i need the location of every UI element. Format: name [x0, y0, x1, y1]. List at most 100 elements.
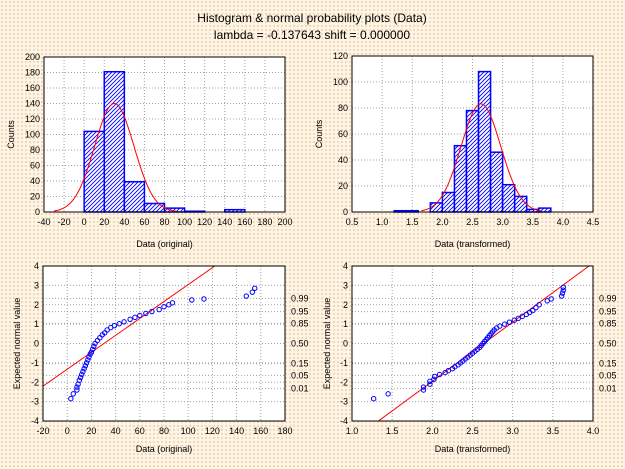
- histogram-bar: [429, 202, 444, 213]
- y-tick-label: 120: [333, 51, 348, 61]
- x-tick-label: 1.0: [346, 426, 359, 436]
- normal-probability-original-panel: -20 0 20 40 60 80 100 120 140 160 180 -4 -3 -2 -1 0 1 2 3 4…: [12, 261, 309, 454]
- x-tick-label: 2.5: [466, 426, 479, 436]
- histogram-transformed-panel: 0.5 1.0 1.5 2.0 2.5 3.0 3.5 4.0 4.5 0 20 40 60 80 100 1…: [314, 51, 599, 249]
- chart-title: Histogram & normal probability plots (Da…: [197, 11, 426, 25]
- x-tick-label: 180: [277, 426, 292, 436]
- y-tick-label: 80: [338, 103, 348, 113]
- data-point: [559, 290, 566, 296]
- y-tick-label: 0: [35, 207, 40, 217]
- y-tick-label: 120: [25, 114, 40, 124]
- x-tick-label: 4.0: [557, 217, 570, 227]
- plot-frame: [42, 265, 286, 422]
- y-tick-label: 40: [338, 155, 348, 165]
- reference-line: [43, 266, 216, 387]
- y-tick-label: 60: [338, 129, 348, 139]
- data-point: [436, 371, 443, 378]
- x-tick-label: 100: [177, 217, 192, 227]
- x-tick-label: 3.5: [547, 426, 560, 436]
- x-tick-label: 0: [82, 217, 87, 227]
- x-axis-label: Data (original): [136, 444, 193, 454]
- y-axis-label: Counts: [6, 120, 16, 149]
- x-tick-label: 40: [119, 217, 129, 227]
- y-tick-label: -3: [340, 397, 348, 407]
- x-tick-label: 80: [159, 217, 169, 227]
- data-point: [252, 285, 258, 291]
- data-point: [431, 376, 437, 383]
- x-tick-label: 2.0: [426, 426, 439, 436]
- probability-label: 0.01: [291, 384, 309, 394]
- y-axis-label: Expected normal value: [12, 298, 22, 390]
- histogram-bar: [123, 181, 146, 213]
- histogram-bar: [453, 144, 468, 213]
- data-point: [83, 360, 90, 366]
- data-point: [85, 357, 91, 363]
- data-point: [111, 322, 118, 329]
- data-point: [161, 303, 167, 310]
- y-tick-label: 20: [338, 181, 348, 191]
- data-point: [70, 391, 76, 397]
- y-tick-label: 4: [343, 261, 348, 271]
- data-point: [501, 321, 508, 327]
- y-tick-label: 2: [343, 300, 348, 310]
- y-tick-label: -3: [31, 397, 39, 407]
- x-tick-label: 4.5: [587, 217, 600, 227]
- probability-label: 0.99: [599, 293, 617, 303]
- probability-label: 0.95: [291, 307, 309, 317]
- y-tick-label: 100: [333, 77, 348, 87]
- x-tick-label: 1.5: [386, 426, 399, 436]
- y-tick-label: -2: [31, 377, 39, 387]
- x-tick-label: 20: [86, 426, 96, 436]
- x-tick-label: 0: [65, 426, 70, 436]
- histogram-bar: [538, 207, 552, 213]
- y-tick-label: 60: [30, 161, 40, 171]
- x-tick-label: 160: [237, 217, 252, 227]
- x-tick-label: 120: [205, 426, 220, 436]
- y-tick-label: 0: [343, 339, 348, 349]
- data-point: [143, 310, 149, 317]
- data-point: [533, 304, 539, 311]
- data-point: [68, 396, 74, 402]
- histogram-bar: [465, 109, 480, 213]
- probability-label: 0.95: [599, 307, 617, 317]
- data-point: [116, 321, 122, 327]
- probability-label: 0.15: [291, 359, 309, 369]
- data-point: [370, 396, 377, 402]
- y-tick-label: 100: [25, 130, 40, 140]
- data-point: [80, 368, 86, 375]
- data-point: [104, 327, 110, 333]
- y-tick-label: 0: [34, 339, 39, 349]
- y-tick-label: 1: [34, 319, 39, 329]
- probability-label: 0.50: [291, 339, 309, 349]
- y-tick-label: -1: [31, 358, 39, 368]
- x-tick-label: -20: [58, 217, 71, 227]
- data-point: [149, 308, 155, 315]
- data-point: [243, 293, 249, 299]
- data-point: [189, 297, 195, 303]
- histogram-bar: [103, 70, 126, 213]
- data-point: [89, 346, 96, 353]
- x-tick-label: 140: [217, 217, 232, 227]
- data-point: [249, 289, 256, 295]
- y-tick-label: -1: [340, 358, 348, 368]
- data-point: [137, 312, 143, 319]
- x-tick-label: 200: [277, 217, 292, 227]
- data-point: [79, 371, 85, 378]
- data-point: [156, 306, 162, 313]
- histogram-bar: [477, 70, 492, 213]
- histogram-bar: [83, 130, 105, 213]
- y-tick-label: 160: [25, 83, 40, 93]
- x-tick-label: 100: [181, 426, 196, 436]
- x-tick-label: 3.5: [526, 217, 539, 227]
- plot-frame: [351, 265, 594, 422]
- y-tick-label: 4: [34, 261, 39, 271]
- data-point: [132, 314, 138, 321]
- data-point: [82, 363, 89, 369]
- data-point: [77, 374, 84, 381]
- probability-label: 0.15: [599, 359, 617, 369]
- x-tick-label: 160: [253, 426, 268, 436]
- histogram-bar: [489, 151, 504, 213]
- y-tick-label: 2: [34, 300, 39, 310]
- data-point: [560, 287, 566, 293]
